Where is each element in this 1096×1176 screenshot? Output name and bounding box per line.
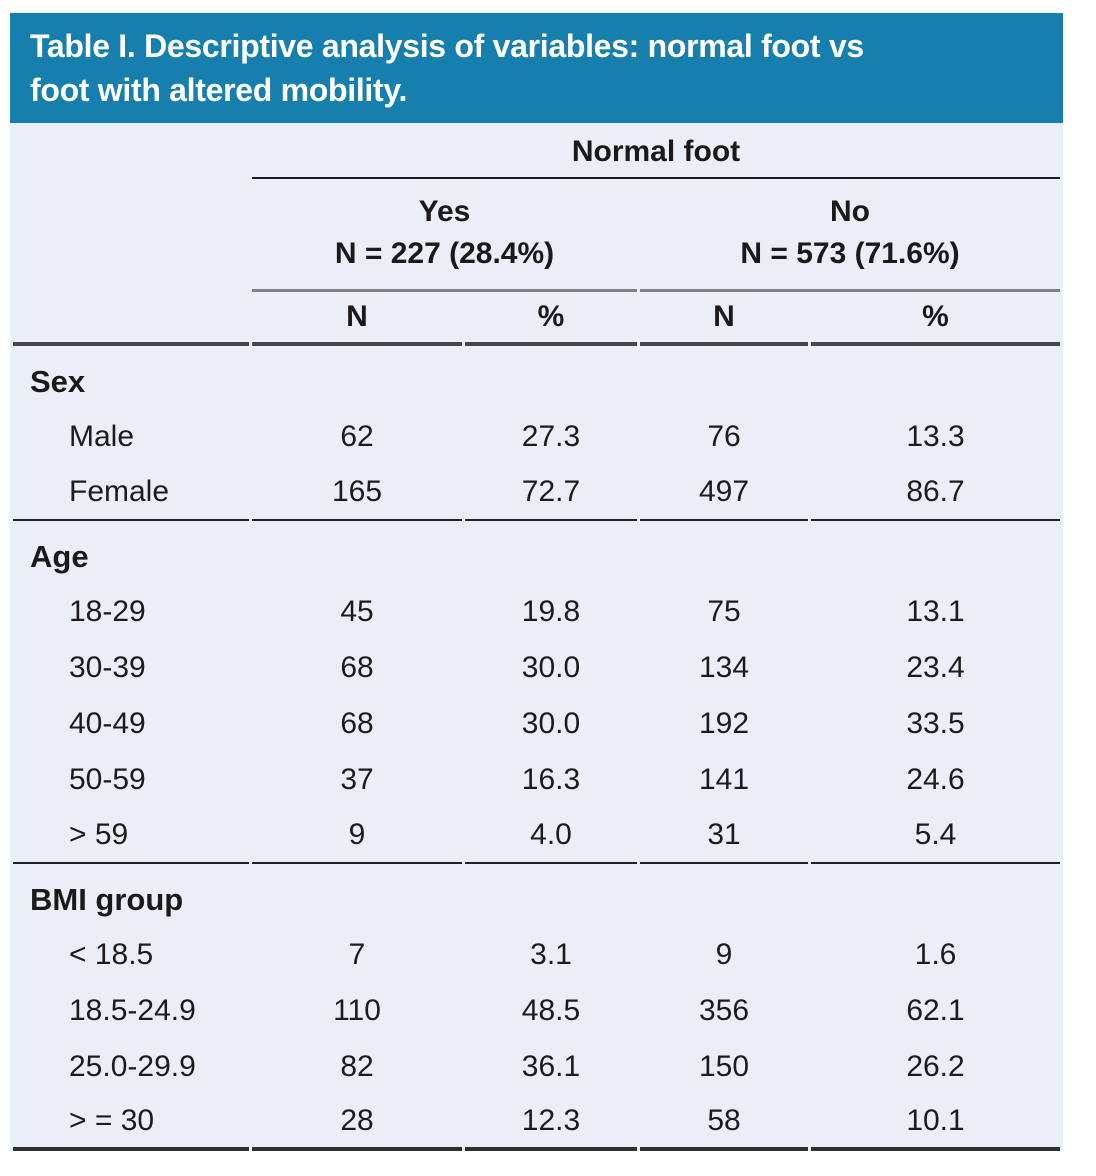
section-header-age: Age <box>13 521 1060 584</box>
row-label: 25.0-29.9 <box>69 1050 196 1083</box>
group-header-row: Normal foot <box>13 123 1061 179</box>
row-label: 30-39 <box>69 651 146 684</box>
subgroup-no-label: No <box>830 195 870 228</box>
cell-yes-n: 62 <box>340 420 374 453</box>
row-label: > 59 <box>13 808 249 864</box>
cell-no-n: 497 <box>640 465 808 521</box>
cell-yes-pct: 16.3 <box>521 763 581 796</box>
col-header-no-n: N <box>640 292 808 346</box>
subgroup-no: No N = 573 (71.6%) <box>640 179 1061 292</box>
table-row-male: Male 62 27.3 76 13.3 <box>13 409 1060 465</box>
cell-yes-pct: 27.3 <box>521 420 581 453</box>
cell-no-n: 150 <box>698 1050 750 1083</box>
column-header-row: N % N % <box>13 292 1061 346</box>
table-title-bar: Table I. Descriptive analysis of variabl… <box>10 13 1063 123</box>
cell-no-pct: 23.4 <box>906 651 965 684</box>
section-header-sex: Sex <box>13 346 1060 409</box>
cell-yes-pct: 19.8 <box>521 595 581 628</box>
cell-yes-n: 68 <box>340 651 374 684</box>
cell-yes-pct: 48.5 <box>521 994 581 1027</box>
cell-no-n: 75 <box>707 595 741 628</box>
cell-yes-pct: 4.0 <box>465 808 637 864</box>
cell-no-pct: 1.6 <box>914 938 957 971</box>
cell-yes-pct: 30.0 <box>521 651 581 684</box>
cell-yes-n: 28 <box>252 1095 462 1151</box>
cell-no-pct: 26.2 <box>906 1050 965 1083</box>
table-sheet: Table I. Descriptive analysis of variabl… <box>10 13 1064 1151</box>
cell-yes-n: 7 <box>348 938 366 971</box>
cell-no-n: 9 <box>715 938 733 971</box>
col-header-yes-n: N <box>252 292 462 346</box>
row-label: 50-59 <box>69 763 146 796</box>
row-label: > = 30 <box>13 1095 249 1151</box>
row-label: 18-29 <box>69 595 146 628</box>
cell-no-pct: 13.1 <box>906 595 965 628</box>
cell-yes-pct: 36.1 <box>521 1050 581 1083</box>
cell-yes-n: 9 <box>252 808 462 864</box>
section-header-bmi: BMI group <box>13 864 1060 927</box>
blank-cell <box>13 179 249 292</box>
cell-no-n: 141 <box>698 763 750 796</box>
cell-no-n: 192 <box>698 707 750 740</box>
cell-yes-n: 37 <box>340 763 374 796</box>
table-row-30-plus: > = 30 28 12.3 58 10.1 <box>13 1095 1061 1151</box>
cell-no-n: 76 <box>707 420 741 453</box>
subgroup-yes-count: N = 227 (28.4%) <box>334 237 555 270</box>
cell-yes-pct: 72.7 <box>465 465 637 521</box>
cell-yes-n: 68 <box>340 707 374 740</box>
subgroup-header-row: Yes N = 227 (28.4%) No N = 573 (71.6%) <box>13 179 1061 292</box>
table-title-line-1: Table I. Descriptive analysis of variabl… <box>30 28 864 64</box>
row-label: Female <box>13 465 249 521</box>
cell-no-n: 134 <box>698 651 750 684</box>
cell-no-pct: 13.3 <box>906 420 965 453</box>
row-label: < 18.5 <box>69 938 154 971</box>
cell-no-n: 31 <box>640 808 808 864</box>
cell-no-pct: 62.1 <box>906 994 965 1027</box>
table-title-line-2: foot with altered mobility. <box>30 72 408 108</box>
column-group-header: Normal foot <box>252 123 1061 179</box>
table-row-under-18-5: < 18.5 7 3.1 9 1.6 <box>13 927 1060 983</box>
blank-cell <box>13 123 249 179</box>
table-row-25-0-29-9: 25.0-29.9 82 36.1 150 26.2 <box>13 1039 1060 1095</box>
cell-yes-n: 165 <box>252 465 462 521</box>
subgroup-yes-label: Yes <box>418 195 471 228</box>
col-header-no-pct: % <box>811 292 1061 346</box>
section-label: Age <box>30 538 89 574</box>
cell-yes-n: 110 <box>333 994 381 1027</box>
row-label: 18.5-24.9 <box>69 994 196 1027</box>
cell-yes-n: 82 <box>340 1050 374 1083</box>
table-row-30-39: 30-39 68 30.0 134 23.4 <box>13 640 1060 696</box>
cell-no-pct: 10.1 <box>811 1095 1061 1151</box>
table-row-50-59: 50-59 37 16.3 141 24.6 <box>13 752 1060 808</box>
cell-yes-pct: 30.0 <box>521 707 581 740</box>
cell-no-n: 356 <box>698 994 750 1027</box>
section-label: Sex <box>30 363 86 399</box>
cell-yes-n: 45 <box>340 595 374 628</box>
section-label: BMI group <box>30 881 184 917</box>
table-row-over-59: > 59 9 4.0 31 5.4 <box>13 808 1061 864</box>
cell-no-pct: 24.6 <box>906 763 965 796</box>
row-label: 40-49 <box>69 707 146 740</box>
table-row-18-29: 18-29 45 19.8 75 13.1 <box>13 584 1060 640</box>
table-row-female: Female 165 72.7 497 86.7 <box>13 465 1061 521</box>
cell-yes-pct: 3.1 <box>530 938 572 971</box>
table-row-18-5-24-9: 18.5-24.9 110 48.5 356 62.1 <box>13 983 1060 1039</box>
cell-no-pct: 33.5 <box>906 707 965 740</box>
subgroup-yes: Yes N = 227 (28.4%) <box>252 179 637 292</box>
cell-no-pct: 86.7 <box>811 465 1061 521</box>
blank-cell <box>13 292 249 346</box>
cell-no-n: 58 <box>640 1095 808 1151</box>
row-label: Male <box>69 420 135 453</box>
subgroup-no-count: N = 573 (71.6%) <box>740 237 960 270</box>
cell-yes-pct: 12.3 <box>465 1095 637 1151</box>
table-row-40-49: 40-49 68 30.0 192 33.5 <box>13 696 1060 752</box>
col-header-yes-pct: % <box>465 292 637 346</box>
descriptive-analysis-table: Normal foot Yes N = 227 (28.4%) No N = 5… <box>10 123 1064 1151</box>
cell-no-pct: 5.4 <box>811 808 1061 864</box>
